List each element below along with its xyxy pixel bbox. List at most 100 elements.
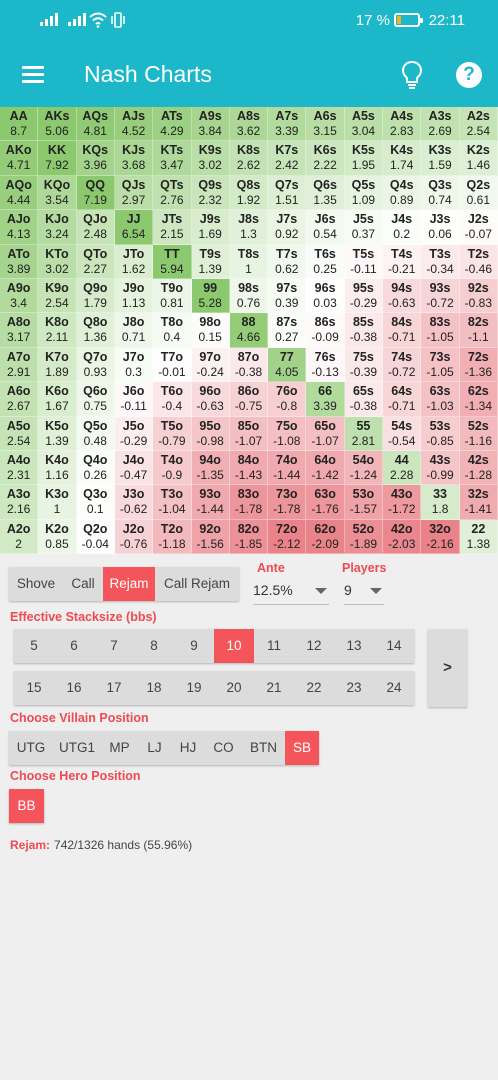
hand-cell: 33 1.8	[421, 485, 460, 520]
hand-value: -0.13	[311, 364, 339, 379]
hand-value: -2.03	[388, 536, 416, 551]
stacksize-10[interactable]: 10	[214, 629, 254, 663]
hand-value: -1.34	[464, 399, 493, 414]
stacksize-5[interactable]: 5	[30, 638, 38, 653]
hand-value: -0.04	[81, 536, 109, 551]
hero-bb[interactable]: BB	[9, 789, 44, 823]
stacksize-24[interactable]: 24	[386, 680, 402, 695]
stacksize-20[interactable]: 20	[226, 680, 242, 695]
hand-name: 73s	[429, 349, 451, 364]
stacksize-18[interactable]: 18	[146, 680, 162, 695]
stacksize-7[interactable]: 7	[110, 638, 118, 653]
hand-name: Q5s	[351, 177, 376, 192]
tab-call[interactable]: Call	[71, 576, 95, 591]
ante-dropdown[interactable]: 12.5%	[253, 577, 329, 605]
hand-name: T8s	[237, 246, 260, 261]
hand-cell: 83s -1.05	[421, 313, 460, 348]
lightbulb-icon[interactable]	[398, 60, 426, 90]
hand-name: AKo	[5, 143, 32, 158]
hand-value: -1.07	[311, 433, 339, 448]
hand-name: Q6o	[83, 384, 108, 399]
help-icon[interactable]: ?	[456, 62, 482, 88]
hand-value: -1.56	[196, 536, 224, 551]
players-dropdown[interactable]: 9	[344, 577, 384, 605]
hand-name: J2o	[122, 521, 145, 536]
stacksize-23[interactable]: 23	[346, 680, 362, 695]
hand-name: T5o	[160, 418, 183, 433]
hand-value: -0.11	[350, 261, 377, 276]
stacksize-11[interactable]: 11	[266, 638, 281, 653]
tab-call-rejam[interactable]: Call Rejam	[163, 576, 231, 591]
hand-cell: 98s 0.76	[229, 278, 269, 314]
tab-shove[interactable]: Shove	[16, 576, 56, 591]
stacksize-6[interactable]: 6	[70, 638, 78, 653]
hand-cell: ATs 4.29	[153, 107, 192, 142]
villain-hj[interactable]: HJ	[179, 740, 197, 755]
stacksize-22[interactable]: 22	[306, 680, 322, 695]
hand-cell: K9o 2.54	[38, 278, 77, 314]
next-stacksize-button[interactable]: >	[428, 629, 467, 707]
hand-cell: 74o -1.44	[268, 450, 307, 486]
hand-name: 63o	[314, 487, 336, 502]
hand-value: 1	[53, 502, 61, 517]
hand-name: KJo	[45, 212, 69, 227]
hand-name: 63s	[429, 384, 451, 399]
hand-name: Q4o	[83, 452, 108, 467]
stacksize-8[interactable]: 8	[150, 638, 158, 653]
stacksize-15[interactable]: 15	[26, 680, 42, 695]
hand-value: -1.07	[234, 433, 263, 448]
hand-name: 84o	[237, 452, 260, 467]
villain-co[interactable]: CO	[213, 740, 234, 755]
hand-value: 2.42	[275, 158, 299, 173]
hand-value: 3.04	[351, 124, 376, 138]
hand-cell: T3o -1.04	[153, 485, 192, 520]
hand-name: 43o	[390, 487, 413, 502]
hand-value: 0.25	[313, 261, 337, 276]
stacksize-21[interactable]: 21	[266, 680, 282, 695]
stacksize-13[interactable]: 13	[346, 638, 362, 653]
hand-value: 1.38	[466, 536, 491, 551]
stacksize-19[interactable]: 19	[186, 680, 202, 695]
stacksize-16[interactable]: 16	[66, 680, 82, 695]
hand-cell: 66 3.39	[306, 382, 345, 417]
hand-value: 0.71	[121, 330, 146, 345]
stacksize-9[interactable]: 9	[190, 638, 198, 653]
tab-rejam[interactable]: Rejam	[103, 567, 155, 601]
hand-name: 65o	[314, 418, 336, 433]
hand-value: 4.71	[6, 158, 31, 173]
hand-cell: 72s -1.36	[459, 347, 498, 383]
hand-value: 1.59	[428, 158, 452, 173]
battery-icon	[394, 13, 423, 27]
villain-utg[interactable]: UTG	[16, 740, 46, 755]
hand-name: 85s	[352, 315, 374, 330]
hand-name: A8o	[6, 315, 31, 330]
hand-cell: J2s -0.07	[459, 210, 498, 245]
hand-value: 0.37	[351, 227, 376, 242]
stacksize-12[interactable]: 12	[306, 638, 322, 653]
hand-value: 7.92	[45, 158, 69, 173]
villain-btn[interactable]: BTN	[250, 740, 277, 755]
villain-lj[interactable]: LJ	[147, 740, 162, 755]
hand-name: 84s	[391, 315, 413, 330]
stacksize-14[interactable]: 14	[386, 638, 402, 653]
players-value: 9	[344, 582, 352, 598]
hand-value: 2.69	[428, 124, 452, 138]
villain-mp[interactable]: MP	[109, 740, 130, 755]
hand-value: -0.9	[161, 467, 183, 482]
hand-value: -0.71	[388, 330, 416, 345]
hand-name: 96s	[314, 280, 336, 295]
hand-value: 2.91	[6, 364, 31, 379]
villain-sb[interactable]: SB	[285, 731, 319, 765]
hand-name: JTs	[161, 212, 183, 227]
hand-value: -0.79	[158, 433, 186, 448]
hand-name: A7s	[275, 109, 299, 123]
hand-value: 1.67	[45, 399, 69, 414]
hand-name: 97o	[199, 349, 221, 364]
villain-utg1[interactable]: UTG1	[58, 740, 95, 755]
hand-cell: 77 4.05	[268, 347, 307, 383]
hand-value: -0.01	[158, 364, 186, 379]
stacksize-17[interactable]: 17	[106, 680, 122, 695]
hand-name: K5o	[45, 418, 69, 433]
hamburger-icon[interactable]	[22, 66, 44, 83]
hand-value: 2.54	[45, 295, 69, 310]
